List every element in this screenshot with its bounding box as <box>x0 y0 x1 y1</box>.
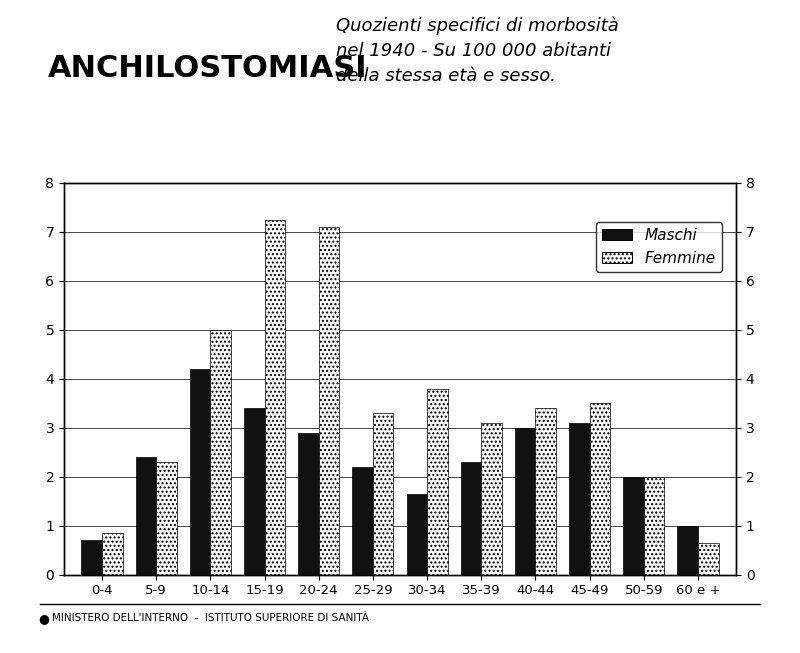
Bar <box>590 403 610 575</box>
Bar <box>535 408 556 575</box>
Bar <box>244 408 265 575</box>
Bar <box>373 413 394 575</box>
Bar <box>623 477 644 575</box>
Bar <box>406 494 427 575</box>
Bar <box>210 330 231 575</box>
Text: ●: ● <box>38 613 50 626</box>
Bar <box>678 526 698 575</box>
Bar <box>515 428 535 575</box>
Legend: Maschi, Femmine: Maschi, Femmine <box>595 222 722 272</box>
Bar <box>644 477 665 575</box>
Bar <box>427 389 448 575</box>
Bar <box>569 423 590 575</box>
Bar <box>298 432 318 575</box>
Bar <box>318 227 339 575</box>
Bar <box>461 462 482 575</box>
Bar <box>82 541 102 575</box>
Bar <box>102 533 122 575</box>
Bar <box>698 543 718 575</box>
Bar <box>190 369 210 575</box>
Bar <box>482 423 502 575</box>
Text: Quozienti specifici di morbosità
nel 1940 - Su 100 000 abitanti
della stessa età: Quozienti specifici di morbosità nel 194… <box>336 16 618 85</box>
Bar <box>156 462 177 575</box>
Text: MINISTERO DELL'INTERNO  -  ISTITUTO SUPERIORE DI SANITÀ: MINISTERO DELL'INTERNO - ISTITUTO SUPERI… <box>52 613 369 622</box>
Bar <box>135 457 156 575</box>
Text: ANCHILOSTOMIASI: ANCHILOSTOMIASI <box>48 54 368 83</box>
Bar <box>265 219 285 575</box>
Bar <box>352 467 373 575</box>
